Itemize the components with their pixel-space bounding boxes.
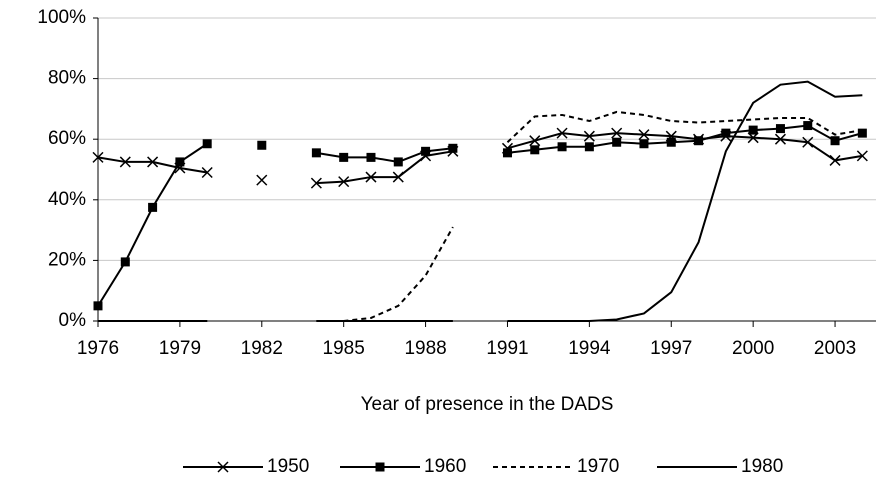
marker <box>856 150 868 162</box>
marker <box>721 128 731 138</box>
marker <box>803 121 813 131</box>
series-line <box>97 132 863 185</box>
marker <box>556 127 568 139</box>
y-tick-label: 60% <box>48 128 86 149</box>
legend-label: 1960 <box>424 456 466 477</box>
series-line <box>98 110 863 322</box>
marker <box>392 171 404 183</box>
marker <box>393 157 403 167</box>
series-line <box>98 80 863 322</box>
marker <box>666 137 676 147</box>
legend-label: 1950 <box>267 456 309 477</box>
legend-label: 1970 <box>577 456 619 477</box>
marker <box>310 177 322 189</box>
y-tick-label: 80% <box>48 68 86 89</box>
y-tick-label: 100% <box>37 7 86 28</box>
marker <box>201 166 213 179</box>
marker <box>775 124 785 134</box>
x-tick-label: 1976 <box>77 338 119 359</box>
marker <box>584 142 594 152</box>
legend-marker <box>375 462 385 472</box>
x-tick-label: 1979 <box>159 338 201 359</box>
marker <box>638 129 650 141</box>
marker <box>365 171 377 183</box>
marker <box>366 152 376 162</box>
marker <box>338 176 350 188</box>
x-tick-label: 2003 <box>814 338 856 359</box>
x-tick-label: 1985 <box>323 338 365 359</box>
marker <box>257 140 267 150</box>
marker <box>147 156 159 168</box>
marker <box>119 156 131 168</box>
marker <box>92 151 104 163</box>
marker <box>857 128 867 138</box>
y-tick-label: 0% <box>59 310 87 331</box>
x-tick-label: 1994 <box>568 338 611 359</box>
y-tick-label: 40% <box>48 189 86 210</box>
marker <box>830 136 840 146</box>
marker <box>583 130 595 142</box>
marker <box>802 136 814 148</box>
marker <box>339 152 349 162</box>
marker <box>639 139 649 149</box>
x-tick-label: 1991 <box>486 338 528 359</box>
marker <box>256 174 268 186</box>
x-tick-label: 2000 <box>732 338 774 359</box>
marker <box>694 136 704 146</box>
marker <box>448 143 458 153</box>
marker <box>774 133 786 145</box>
marker <box>148 202 158 212</box>
y-tick-label: 20% <box>48 249 86 270</box>
marker <box>557 142 567 152</box>
series-line <box>97 124 863 307</box>
marker <box>829 154 841 166</box>
marker <box>529 135 541 147</box>
marker <box>611 127 623 139</box>
marker <box>175 157 185 167</box>
marker <box>311 148 321 158</box>
marker <box>748 125 758 135</box>
x-axis-title: Year of presence in the DADS <box>361 394 614 415</box>
legend-marker <box>217 461 229 473</box>
marker <box>93 301 103 311</box>
x-tick-label: 1982 <box>241 338 283 359</box>
marker <box>502 148 512 158</box>
marker <box>202 139 212 149</box>
marker <box>120 257 130 267</box>
legend-label: 1980 <box>741 456 783 477</box>
x-tick-label: 1988 <box>404 338 446 359</box>
x-tick-label: 1997 <box>650 338 692 359</box>
marker <box>421 146 431 156</box>
marker <box>530 145 540 155</box>
marker <box>612 137 622 147</box>
